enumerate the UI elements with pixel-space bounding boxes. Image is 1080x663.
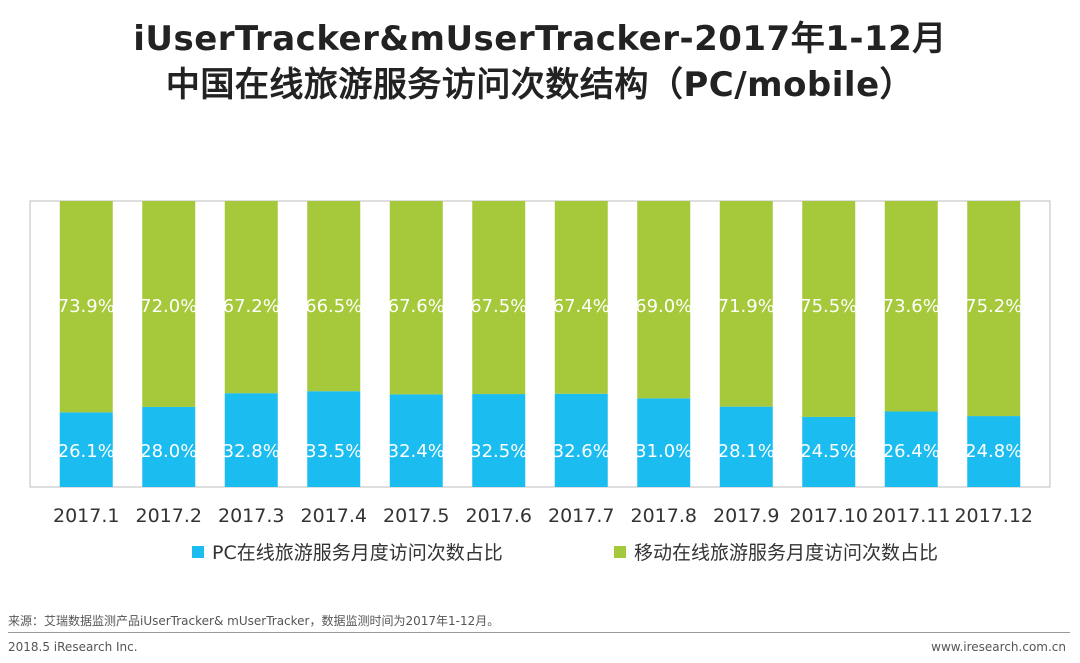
bar-mobile-2017.8 xyxy=(637,201,691,399)
data-label-mobile: 71.9% xyxy=(718,296,775,317)
bar-mobile-2017.4 xyxy=(307,201,361,392)
bar-pc-2017.11 xyxy=(884,411,938,487)
bar-pc-2017.1 xyxy=(59,412,113,487)
bar-pc-2017.4 xyxy=(307,391,361,487)
bar-mobile-2017.6 xyxy=(472,201,526,395)
footer-divider xyxy=(8,632,1070,633)
data-label-mobile: 72.0% xyxy=(140,296,197,317)
legend-label-mobile: 移动在线旅游服务月度访问次数占比 xyxy=(634,542,939,564)
bar-mobile-2017.11 xyxy=(884,201,938,412)
data-label-pc: 26.4% xyxy=(883,441,940,462)
x-tick-label: 2017.4 xyxy=(301,505,367,527)
data-label-mobile: 73.9% xyxy=(58,296,115,317)
data-label-mobile: 73.6% xyxy=(883,296,940,317)
bar-pc-2017.6 xyxy=(472,394,526,487)
chart-title-line1: iUserTracker&mUserTracker-2017年1-12月 xyxy=(133,19,947,59)
data-label-mobile: 67.6% xyxy=(388,296,445,317)
data-label-pc: 28.1% xyxy=(718,441,775,462)
x-tick-label: 2017.3 xyxy=(218,505,284,527)
x-tick-label: 2017.10 xyxy=(789,505,868,527)
bar-mobile-2017.7 xyxy=(554,201,608,394)
bar-mobile-2017.9 xyxy=(719,201,773,407)
bar-pc-2017.2 xyxy=(142,406,196,487)
data-label-pc: 33.5% xyxy=(305,441,362,462)
data-label-pc: 32.4% xyxy=(388,441,445,462)
bar-mobile-2017.1 xyxy=(59,201,113,413)
bar-mobile-2017.2 xyxy=(142,201,196,407)
chart-title-line2: 中国在线旅游服务访问次数结构（PC/mobile） xyxy=(165,65,915,105)
stacked-bar-chart: 26.1% 73.9% 2017.1 28.0% 72.0% 2017.2 32.8% 67.… xyxy=(29,200,1051,527)
bar-pc-2017.12 xyxy=(967,416,1021,487)
bar-mobile-2017.5 xyxy=(389,201,443,395)
x-tick-label: 2017.11 xyxy=(872,505,951,527)
x-tick-label: 2017.8 xyxy=(631,505,697,527)
data-label-pc: 24.5% xyxy=(800,441,857,462)
data-label-pc: 32.6% xyxy=(553,441,610,462)
data-label-pc: 24.8% xyxy=(965,441,1022,462)
data-label-mobile: 67.5% xyxy=(470,296,527,317)
bar-mobile-2017.12 xyxy=(967,201,1021,417)
bar-pc-2017.9 xyxy=(719,406,773,487)
x-tick-label: 2017.12 xyxy=(954,505,1033,527)
data-label-mobile: 67.2% xyxy=(223,296,280,317)
data-label-mobile: 75.5% xyxy=(800,296,857,317)
plot-area-border xyxy=(29,200,1051,488)
x-tick-label: 2017.6 xyxy=(466,505,532,527)
bar-pc-2017.10 xyxy=(802,416,856,487)
legend-item-mobile: 移动在线旅游服务月度访问次数占比 xyxy=(614,540,938,566)
x-tick-label: 2017.9 xyxy=(713,505,779,527)
footer-website: www.iresearch.com.cn xyxy=(931,640,1066,654)
data-label-mobile: 66.5% xyxy=(305,296,362,317)
data-label-mobile: 67.4% xyxy=(553,296,610,317)
x-tick-label: 2017.2 xyxy=(136,505,202,527)
data-label-pc: 32.8% xyxy=(223,441,280,462)
data-label-pc: 26.1% xyxy=(58,441,115,462)
data-label-mobile: 75.2% xyxy=(965,296,1022,317)
legend-swatch-pc xyxy=(192,546,204,558)
x-tick-label: 2017.7 xyxy=(548,505,614,527)
bar-pc-2017.7 xyxy=(554,393,608,487)
legend-item-pc: PC在线旅游服务月度访问次数占比 xyxy=(192,540,503,566)
x-tick-label: 2017.1 xyxy=(53,505,119,527)
source-note: 来源：艾瑞数据监测产品iUserTracker& mUserTracker，数据… xyxy=(8,614,500,628)
data-label-pc: 32.5% xyxy=(470,441,527,462)
x-tick-label: 2017.5 xyxy=(383,505,449,527)
legend-swatch-mobile xyxy=(614,546,626,558)
data-label-mobile: 69.0% xyxy=(635,296,692,317)
bar-pc-2017.8 xyxy=(637,398,691,487)
legend-label-pc: PC在线旅游服务月度访问次数占比 xyxy=(212,542,503,564)
data-label-pc: 31.0% xyxy=(635,441,692,462)
bar-pc-2017.5 xyxy=(389,394,443,487)
data-label-pc: 28.0% xyxy=(140,441,197,462)
bar-pc-2017.3 xyxy=(224,393,278,487)
footer-copyright: 2018.5 iResearch Inc. xyxy=(8,640,138,654)
bar-mobile-2017.10 xyxy=(802,201,856,417)
bar-mobile-2017.3 xyxy=(224,201,278,394)
